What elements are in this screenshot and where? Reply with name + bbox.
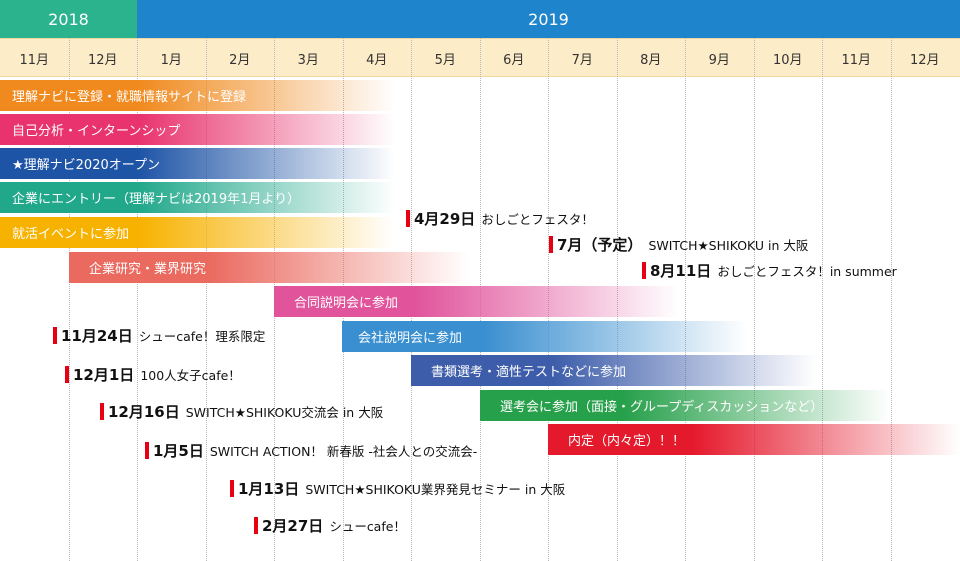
- month-label: 1月: [160, 53, 182, 68]
- phase-bar-label: 選考会に参加（面接・グループディスカッションなど）: [500, 400, 824, 415]
- event-item: 12月16日 SWITCH★SHIKOKU交流会 in 大阪: [100, 399, 383, 423]
- event-date: 2月27日: [262, 516, 324, 535]
- phase-bar-label: 自己分析・インターンシップ: [12, 124, 181, 139]
- event-date: 7月（予定）: [557, 235, 643, 254]
- event-name: おしごとフェスタ！: [481, 211, 594, 227]
- event-name: シューcafe！理系限定: [138, 328, 266, 344]
- event-name: SWITCH★SHIKOKU in 大阪: [648, 237, 809, 253]
- phase-bar-events: 就活イベントに参加: [0, 217, 395, 248]
- month-label: 6月: [503, 53, 525, 68]
- month-label: 12月: [909, 53, 940, 68]
- phase-bar-offer: 内定（内々定）！！: [548, 424, 960, 455]
- month-label: 2月: [229, 53, 251, 68]
- event-item: 1月5日 SWITCH ACTION！ 新春版 -社会人との交流会-: [145, 438, 477, 462]
- event-name: おしごとフェスタ！in summer: [717, 263, 897, 279]
- event-name: シューcafe！: [329, 518, 406, 534]
- event-marker: [65, 365, 69, 383]
- event-name: 100人女子cafe！: [140, 367, 241, 383]
- event-item: 12月1日 100人女子cafe！: [65, 362, 241, 386]
- year-2018-header: 2018: [0, 0, 137, 38]
- phase-bar-label: 企業にエントリー（理解ナビは2019年1月より）: [12, 192, 301, 207]
- month-divider: [753, 38, 755, 561]
- phase-bar-label: ★理解ナビ2020オープン: [12, 158, 160, 173]
- event-item: 7月（予定） SWITCH★SHIKOKU in 大阪: [549, 232, 808, 256]
- phase-bar-company-seminar: 会社説明会に参加: [342, 321, 747, 352]
- event-item: 4月29日 おしごとフェスタ！: [406, 206, 594, 230]
- event-date: 1月13日: [238, 479, 300, 498]
- year-label: 2019: [528, 9, 569, 29]
- event-date: 12月16日: [108, 402, 180, 421]
- event-date: 8月11日: [650, 261, 712, 280]
- phase-bar-industry-research: 企業研究・業界研究: [69, 252, 469, 283]
- event-marker: [145, 441, 149, 459]
- phase-bar-label: 企業研究・業界研究: [89, 262, 207, 277]
- month-divider: [205, 38, 207, 561]
- event-date: 1月5日: [153, 441, 204, 460]
- month-divider: [68, 38, 70, 561]
- month-divider: [685, 38, 686, 561]
- phase-bar-label: 理解ナビに登録・就職情報サイトに登録: [12, 90, 247, 105]
- month-divider: [890, 38, 892, 561]
- month-label: 9月: [708, 53, 730, 68]
- event-name: SWITCH ACTION！ 新春版 -社会人との交流会-: [209, 443, 478, 459]
- month-label: 7月: [571, 53, 593, 68]
- month-label: 12月: [87, 53, 118, 68]
- month-label: 11月: [841, 53, 872, 68]
- year-label: 2018: [48, 9, 89, 29]
- event-marker: [406, 209, 410, 227]
- event-item: 8月11日 おしごとフェスタ！in summer: [642, 258, 897, 282]
- phase-bar-selection: 選考会に参加（面接・グループディスカッションなど）: [480, 390, 890, 421]
- event-marker: [642, 261, 646, 279]
- event-marker: [549, 235, 553, 253]
- month-divider: [822, 38, 823, 561]
- phase-bar-label: 内定（内々定）！！: [568, 434, 686, 449]
- event-item: 2月27日 シューcafe！: [254, 513, 406, 537]
- phase-bar-registration: 理解ナビに登録・就職情報サイトに登録: [0, 80, 395, 111]
- month-label: 4月: [366, 53, 388, 68]
- event-marker: [53, 326, 57, 344]
- month-label: 3月: [297, 53, 319, 68]
- phase-bar-label: 書類選考・適性テストなどに参加: [431, 365, 627, 380]
- phase-bar-label: 会社説明会に参加: [358, 331, 463, 346]
- year-2019-header: 2019: [137, 0, 960, 38]
- event-name: SWITCH★SHIKOKU業界発見セミナー in 大阪: [305, 481, 566, 497]
- phase-bar-screening: 書類選考・適性テストなどに参加: [411, 355, 816, 386]
- event-item: 1月13日 SWITCH★SHIKOKU業界発見セミナー in 大阪: [230, 476, 565, 500]
- month-label: 8月: [640, 53, 662, 68]
- event-name: SWITCH★SHIKOKU交流会 in 大阪: [185, 404, 384, 420]
- phase-bar-navi-open: ★理解ナビ2020オープン: [0, 148, 395, 179]
- event-marker: [230, 479, 234, 497]
- event-date: 4月29日: [414, 209, 476, 228]
- month-divider: [137, 38, 138, 561]
- phase-bar-label: 合同説明会に参加: [294, 296, 399, 311]
- event-date: 12月1日: [73, 365, 135, 384]
- month-label: 11月: [19, 53, 50, 68]
- event-marker: [254, 516, 258, 534]
- month-label: 5月: [434, 53, 456, 68]
- event-date: 11月24日: [61, 326, 133, 345]
- event-marker: [100, 402, 104, 420]
- phase-bar-joint-seminar: 合同説明会に参加: [274, 286, 679, 317]
- phase-bar-self-analysis: 自己分析・インターンシップ: [0, 114, 395, 145]
- phase-bar-label: 就活イベントに参加: [12, 227, 130, 242]
- event-item: 11月24日 シューcafe！理系限定: [53, 323, 265, 347]
- month-label: 10月: [772, 53, 803, 68]
- phase-bar-entry: 企業にエントリー（理解ナビは2019年1月より）: [0, 182, 395, 213]
